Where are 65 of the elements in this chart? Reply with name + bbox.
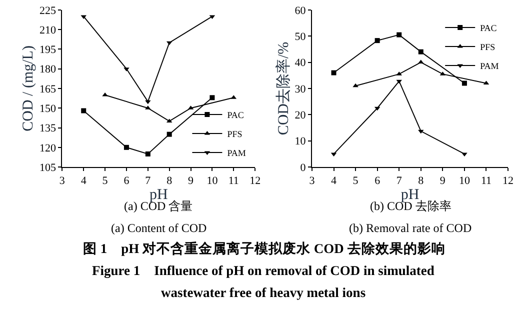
y-tick-label: 40: [294, 57, 306, 70]
y-tick-label: 0: [300, 162, 306, 174]
point: [418, 60, 424, 64]
x-tick-label: 8: [418, 175, 424, 188]
x-tick-label: 4: [80, 175, 87, 188]
y-axis-title: COD去除率/%: [275, 42, 292, 136]
point: [462, 80, 467, 86]
legend-label: PAC: [227, 110, 244, 120]
x-tick-label: 5: [102, 175, 108, 188]
point: [145, 151, 150, 156]
y-tick-label: 180: [39, 64, 56, 76]
text: (b) Removal rate of COD: [349, 221, 472, 235]
y-tick-label: 30: [294, 83, 306, 96]
y-tick-label: 60: [294, 4, 306, 17]
y-tick-label: 225: [39, 4, 56, 17]
legend-label: PAM: [480, 61, 499, 72]
text: wastewater free of heavy metal ions: [161, 285, 366, 300]
point: [81, 108, 86, 114]
legend-label: PFS: [227, 129, 242, 140]
x-tick-label: 9: [440, 175, 446, 188]
x-axis-title: pH: [400, 187, 420, 204]
x-tick-label: 6: [124, 175, 130, 188]
point: [166, 132, 172, 137]
legend-label: PAC: [480, 23, 497, 34]
y-axis-title: COD / (mg/L): [20, 46, 37, 132]
point: [331, 70, 336, 76]
point: [352, 83, 358, 88]
y-tick-label: 165: [39, 83, 56, 96]
legend-label: PAM: [227, 148, 246, 158]
y-tick-label: 10: [294, 136, 306, 148]
y-tick-label: 150: [39, 102, 56, 115]
x-tick-label: 10: [458, 175, 470, 188]
x-tick-label: 6: [374, 175, 381, 188]
point: [210, 95, 215, 100]
y-tick-label: 105: [39, 162, 56, 174]
x-tick-label: 7: [145, 175, 152, 188]
point: [374, 38, 380, 44]
caption: Figure 1 Influence of pH on removal of COD in simulated: [92, 263, 435, 278]
text: (a) Content of COD: [111, 221, 207, 235]
point: [418, 49, 424, 54]
y-tick-label: 20: [294, 110, 306, 122]
y-tick-label: 120: [39, 142, 56, 154]
x-tick-label: 11: [228, 175, 239, 188]
x-tick-label: 3: [309, 175, 316, 188]
y-tick-label: 50: [294, 30, 306, 43]
caption: 图 1 pH 对不含重金属离子模拟废水 COD 去除效果的影响: [83, 240, 446, 256]
x-axis-title: pH: [149, 187, 168, 204]
x-tick-label: 12: [502, 175, 514, 188]
x-tick-label: 11: [480, 175, 492, 188]
point: [396, 32, 402, 38]
point: [124, 144, 129, 150]
y-tick-label: 195: [39, 44, 56, 56]
x-tick-label: 3: [59, 175, 66, 188]
x-tick-label: 12: [250, 175, 261, 188]
x-tick-label: 9: [188, 175, 194, 188]
legend-label: PFS: [480, 42, 496, 52]
x-tick-label: 5: [352, 175, 359, 188]
point: [145, 100, 151, 104]
x-tick-label: 8: [166, 175, 173, 188]
y-tick-label: 210: [39, 24, 56, 36]
x-tick-label: 7: [396, 175, 402, 188]
x-tick-label: 10: [206, 175, 218, 188]
point: [418, 130, 424, 134]
y-tick-label: 135: [39, 122, 56, 135]
x-tick-label: 4: [331, 175, 338, 188]
